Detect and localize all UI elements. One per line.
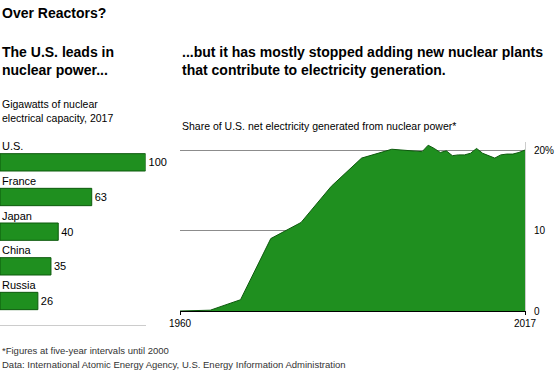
svg-text:40: 40	[61, 226, 73, 238]
svg-text:Japan: Japan	[2, 210, 32, 222]
svg-text:*Figures at five-year interval: *Figures at five-year intervals until 20…	[2, 345, 169, 356]
svg-text:Russia: Russia	[2, 279, 37, 291]
svg-text:10: 10	[534, 225, 546, 236]
svg-text:U.S.: U.S.	[2, 140, 23, 152]
svg-text:1960: 1960	[169, 318, 192, 329]
svg-text:100: 100	[149, 156, 167, 168]
svg-text:The U.S. leads innuclear power: The U.S. leads innuclear power...	[2, 44, 114, 78]
svg-text:France: France	[2, 175, 36, 187]
svg-text:0: 0	[534, 306, 540, 317]
svg-text:Share of U.S. net electricity: Share of U.S. net electricity generated …	[182, 120, 456, 132]
svg-text:Data: International Atomic Ene: Data: International Atomic Energy Agency…	[2, 359, 346, 370]
svg-text:20%: 20%	[534, 145, 554, 156]
svg-text:Gigawatts of nuclearelectrical: Gigawatts of nuclearelectrical capacity,…	[2, 98, 113, 124]
svg-text:...but it has mostly stopped a: ...but it has mostly stopped adding new …	[182, 44, 543, 78]
svg-text:2017: 2017	[514, 318, 537, 329]
svg-text:35: 35	[54, 260, 66, 272]
svg-text:Over Reactors?: Over Reactors?	[2, 5, 106, 21]
svg-text:China: China	[2, 244, 32, 256]
svg-text:63: 63	[95, 191, 107, 203]
svg-text:26: 26	[41, 295, 53, 307]
